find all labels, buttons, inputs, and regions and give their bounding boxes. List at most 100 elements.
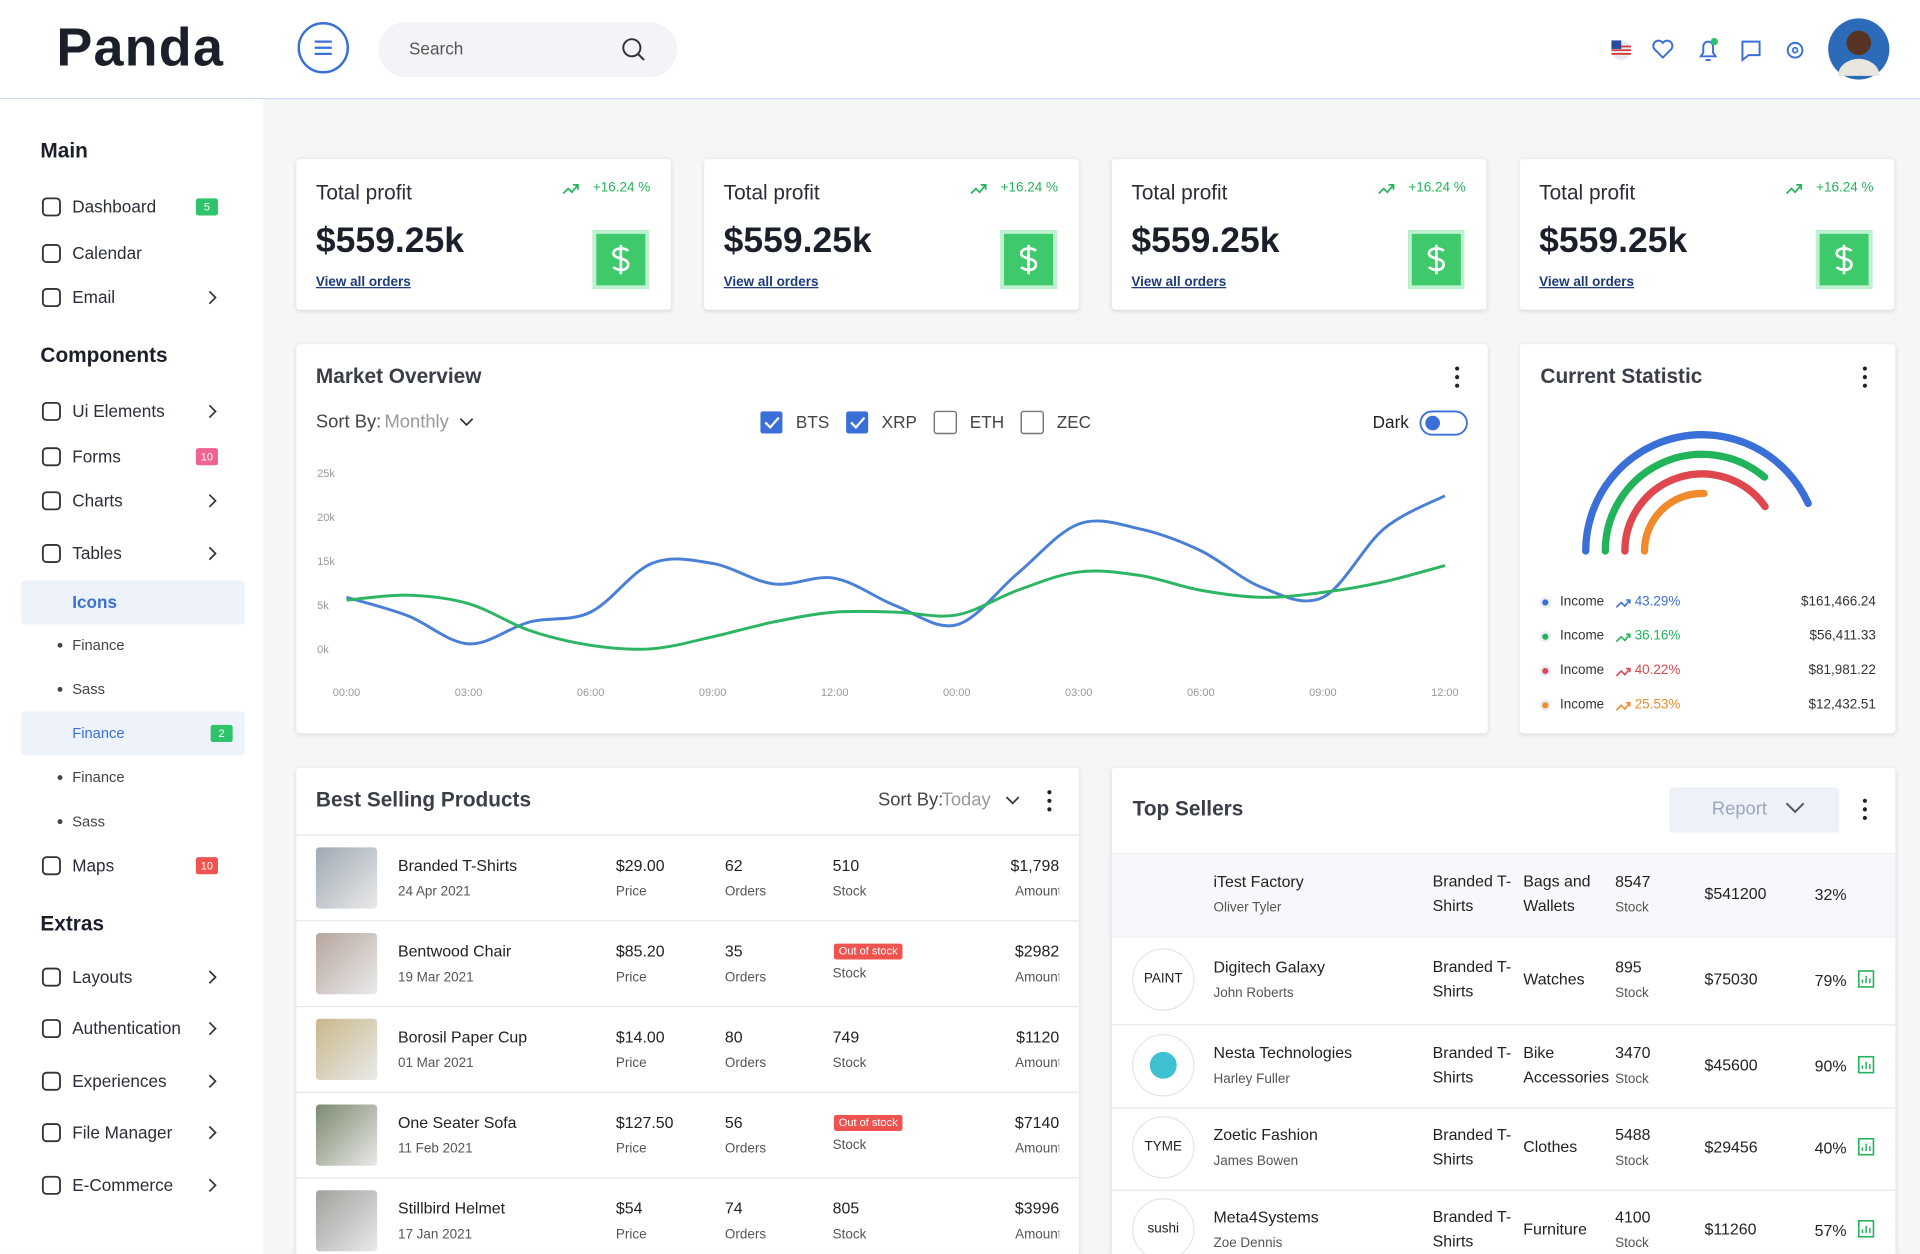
- more-dot[interactable]: [1047, 807, 1052, 812]
- nav-subitem[interactable]: Sass: [72, 680, 105, 698]
- more-dot[interactable]: [1455, 375, 1460, 380]
- sort-chevron[interactable]: [459, 418, 474, 427]
- sidebar-icons: [41, 197, 219, 1195]
- more-dot[interactable]: [1047, 790, 1052, 795]
- stat-title: Total profit: [1131, 180, 1228, 205]
- stat-link[interactable]: View all orders: [1131, 274, 1227, 290]
- y-tick-label: 20k: [317, 512, 335, 524]
- sort-chevron[interactable]: [1005, 796, 1020, 805]
- section-title: Components: [40, 343, 168, 368]
- sort-value[interactable]: Monthly: [384, 411, 449, 433]
- flag-icon[interactable]: [1611, 40, 1632, 60]
- nav-subitem[interactable]: Finance: [72, 636, 125, 654]
- more-dot[interactable]: [1047, 798, 1052, 803]
- trend-arrow: [1785, 184, 1803, 195]
- filter-label[interactable]: ETH: [969, 412, 1005, 432]
- checkbox[interactable]: [1020, 410, 1045, 435]
- nav-item[interactable]: Maps: [72, 855, 115, 876]
- avatar[interactable]: [1828, 18, 1890, 80]
- nav-item[interactable]: E-Commerce: [72, 1175, 174, 1195]
- search-placeholder: Search: [408, 38, 464, 59]
- nav-subitem[interactable]: Finance: [72, 768, 125, 786]
- checkbox-checked[interactable]: [846, 411, 869, 434]
- menu-button[interactable]: [297, 22, 349, 74]
- nav-subitem[interactable]: Finance: [72, 724, 125, 742]
- product-image: [315, 1018, 378, 1080]
- stat-change: +16.24 %: [1408, 180, 1466, 196]
- sort-label[interactable]: Sort By:: [877, 789, 944, 811]
- column-label: Stock: [832, 966, 867, 982]
- more-dot[interactable]: [1455, 366, 1460, 371]
- logo-text: sushi: [1147, 1221, 1179, 1237]
- dollar-glyph: [612, 244, 630, 275]
- nav-item[interactable]: Email: [72, 287, 116, 307]
- product-date: 19 Mar 2021: [397, 970, 474, 985]
- dollar-sign: [1019, 244, 1038, 275]
- nav-icon: [41, 447, 61, 467]
- report-button[interactable]: [1668, 787, 1840, 833]
- column-label: Amount: [1015, 1141, 1060, 1157]
- more-dot[interactable]: [1862, 807, 1867, 812]
- more-dot[interactable]: [1862, 815, 1867, 821]
- nav-item[interactable]: Charts: [72, 490, 123, 511]
- series-filter-label[interactable]: XRP: [881, 412, 917, 432]
- nav-item[interactable]: Dashboard: [72, 196, 157, 217]
- sort-value[interactable]: Today: [941, 789, 991, 811]
- expand-chevron: [208, 404, 217, 419]
- nav-item[interactable]: Tables: [72, 543, 122, 563]
- series-filter-label[interactable]: BTS: [795, 412, 830, 432]
- company-name: iTest Factory: [1213, 872, 1304, 891]
- trend-arrow: [1615, 702, 1631, 711]
- stock-label: Stock: [1615, 1071, 1649, 1087]
- nav-item[interactable]: Ui Elements: [72, 401, 165, 421]
- checkbox[interactable]: [933, 410, 958, 435]
- nav-item[interactable]: Calendar: [72, 243, 142, 263]
- nav-subitem[interactable]: Sass: [72, 812, 105, 830]
- subcategory: Bike Accessories: [1523, 1043, 1610, 1087]
- filter-label[interactable]: ZEC: [1056, 412, 1092, 432]
- sort-label[interactable]: Sort By:: [315, 411, 382, 433]
- seller-amount: $45600: [1704, 1055, 1758, 1075]
- stat-change: +16.24 %: [1816, 180, 1874, 196]
- stat-link[interactable]: View all orders: [723, 274, 819, 290]
- trend-arrow: [1615, 667, 1631, 677]
- settings-icon[interactable]: [1786, 41, 1804, 59]
- column-label: Amount: [1015, 884, 1060, 900]
- legend-amount: $12,432.51: [1808, 697, 1876, 712]
- stat-link[interactable]: View all orders: [1539, 274, 1635, 290]
- more-dot[interactable]: [1862, 383, 1867, 388]
- chart-icon-bars: [1861, 1143, 1871, 1152]
- company-name: Meta4Systems: [1213, 1207, 1319, 1226]
- legend-percent: 43.29%: [1634, 594, 1681, 610]
- more-dot[interactable]: [1455, 383, 1460, 388]
- stock-value: 4100: [1615, 1207, 1651, 1226]
- product-name: Bentwood Chair: [397, 941, 512, 961]
- seller-percent: 90%: [1814, 1056, 1847, 1076]
- x-tick-label: 12:00: [821, 687, 849, 699]
- dollar-icon: [1000, 230, 1057, 289]
- nav-item[interactable]: File Manager: [72, 1122, 173, 1142]
- nav-item[interactable]: Icons: [72, 592, 118, 612]
- nav-item[interactable]: Experiences: [72, 1070, 167, 1091]
- section-title: Extras: [40, 912, 105, 936]
- more-dot[interactable]: [1862, 375, 1867, 380]
- more-dot[interactable]: [1862, 366, 1867, 371]
- stat-link[interactable]: View all orders: [315, 274, 411, 290]
- nav-item[interactable]: Layouts: [72, 966, 133, 987]
- search-box[interactable]: [378, 22, 678, 78]
- seller-amount: $11260: [1704, 1219, 1757, 1239]
- legend-label: Income: [1560, 594, 1605, 610]
- x-tick-label: 03:00: [455, 687, 483, 699]
- notification-icon[interactable]: [1698, 40, 1718, 61]
- report-label[interactable]: Report: [1711, 798, 1767, 820]
- chat-icon[interactable]: [1741, 40, 1761, 63]
- legend-dot: [1539, 665, 1551, 677]
- favorite-icon[interactable]: [1652, 39, 1674, 59]
- nav-item[interactable]: Authentication: [72, 1018, 181, 1038]
- series-line: [346, 564, 1446, 651]
- more-dot[interactable]: [1862, 798, 1867, 803]
- nav-item[interactable]: Forms: [72, 446, 121, 467]
- product-date: 24 Apr 2021: [397, 884, 471, 900]
- checkbox-checked[interactable]: [760, 411, 783, 434]
